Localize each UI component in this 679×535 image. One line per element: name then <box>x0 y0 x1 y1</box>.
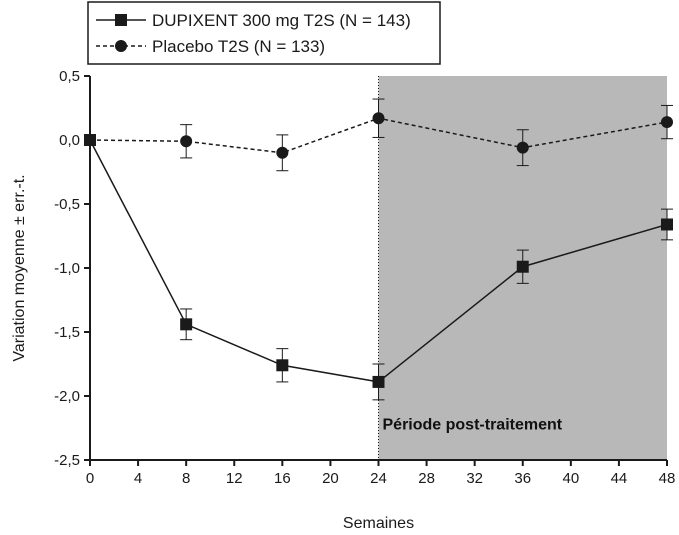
data-point <box>180 318 193 331</box>
series-0 <box>84 134 673 401</box>
x-tick-label: 40 <box>562 470 579 487</box>
legend-marker-square <box>115 14 127 26</box>
series-line <box>89 117 668 154</box>
data-point <box>276 359 289 372</box>
legend-entry-placebo: Placebo T2S (N = 133) <box>96 37 325 56</box>
region-label: Période post-traitement <box>383 416 563 433</box>
x-tick-label: 8 <box>182 470 190 487</box>
x-tick-label: 36 <box>514 470 531 487</box>
x-tick-label: 0 <box>86 470 94 487</box>
y-tick-label: -1,0 <box>54 260 80 277</box>
y-tick-label: -2,0 <box>54 388 80 405</box>
y-tick-label: -0,5 <box>54 196 80 213</box>
legend: DUPIXENT 300 mg T2S (N = 143) Placebo T2… <box>87 1 441 65</box>
y-axis-title: Variation moyenne ± err.-t. <box>11 174 28 361</box>
x-tick-label: 16 <box>274 470 291 487</box>
legend-box <box>87 1 441 65</box>
legend-label-dupixent: DUPIXENT 300 mg T2S (N = 143) <box>152 11 411 30</box>
x-tick-label: 4 <box>134 470 142 487</box>
data-point <box>84 134 96 146</box>
y-tick-label: -1,5 <box>54 324 80 341</box>
data-point <box>516 141 529 154</box>
data-point <box>661 218 673 231</box>
x-tick-label: 48 <box>659 470 676 487</box>
series-layer <box>84 98 673 401</box>
series-line <box>89 139 668 383</box>
x-tick-label: 44 <box>611 470 628 487</box>
x-tick-label: 12 <box>226 470 243 487</box>
data-point <box>661 116 673 129</box>
x-tick-label: 28 <box>418 470 435 487</box>
y-tick-label: -2,5 <box>54 452 80 469</box>
legend-entry-dupixent: DUPIXENT 300 mg T2S (N = 143) <box>96 11 411 30</box>
x-tick-label: 24 <box>370 470 387 487</box>
y-tick-label: 0,5 <box>59 68 80 85</box>
data-point <box>180 135 193 148</box>
data-point <box>276 146 289 159</box>
x-tick-label: 20 <box>322 470 339 487</box>
data-point <box>372 375 385 388</box>
tick-labels: 0,50,0-0,5-1,0-1,5-2,0-2,50 4 8 12 16 20 24 28 3… <box>54 68 675 487</box>
legend-label-placebo: Placebo T2S (N = 133) <box>152 37 325 56</box>
data-point <box>372 112 385 125</box>
data-point <box>516 260 529 273</box>
x-axis-title: Semaines <box>343 515 414 532</box>
legend-marker-circle <box>115 40 127 52</box>
y-tick-label: 0,0 <box>59 132 80 149</box>
x-tick-label: 32 <box>466 470 483 487</box>
series-1 <box>84 98 673 172</box>
